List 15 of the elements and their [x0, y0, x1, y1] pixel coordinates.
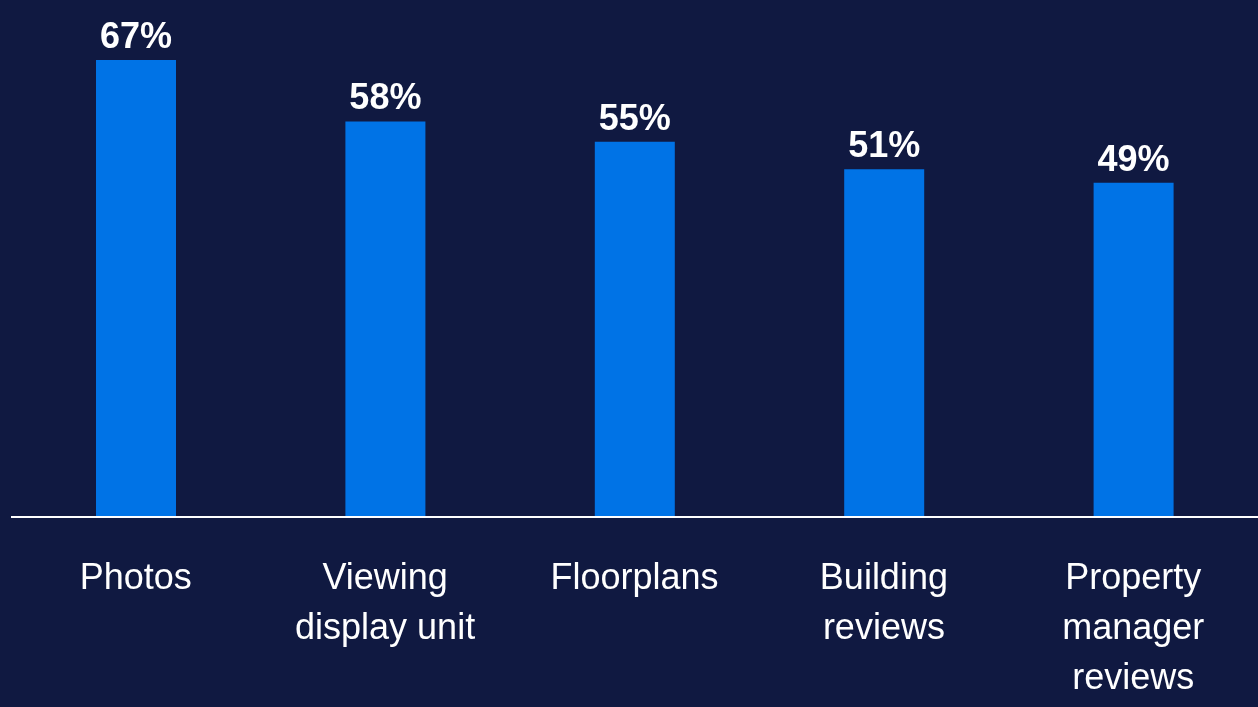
x-tick-label: Photos [79, 556, 192, 597]
x-tick-label: Floorplans [550, 556, 719, 597]
bar [1093, 182, 1174, 517]
x-tick-label: Property manager reviews [1062, 556, 1205, 697]
bar [96, 60, 176, 517]
data-label: 67% [99, 15, 173, 56]
bar [594, 141, 675, 517]
data-label: 51% [848, 124, 921, 166]
x-tick-label: Viewing display unit [295, 556, 476, 647]
data-label: 49% [1097, 137, 1170, 179]
data-label: 58% [349, 76, 422, 118]
x-tick-label: Building reviews [819, 556, 948, 647]
data-label: 55% [598, 96, 671, 138]
bar [345, 121, 426, 517]
bar [844, 169, 925, 517]
